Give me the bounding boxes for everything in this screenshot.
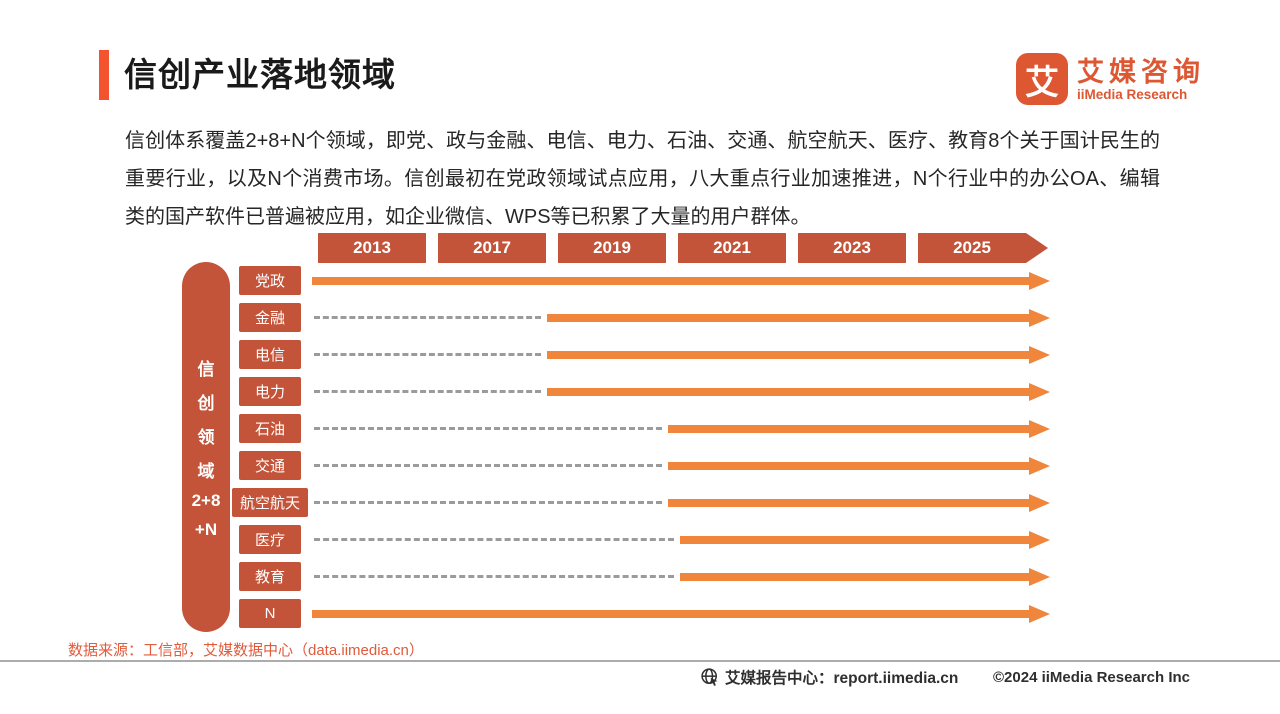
dashed-segment xyxy=(314,500,662,504)
dashed-segment xyxy=(314,389,542,393)
footer-divider xyxy=(0,660,1280,662)
arrow-bar xyxy=(312,609,1030,618)
row-label-航空航天: 航空航天 xyxy=(231,488,308,517)
timeline-row-电力 xyxy=(312,373,1050,410)
arrow-bar xyxy=(667,498,1030,507)
arrow-bar xyxy=(547,387,1030,396)
dashed-segment xyxy=(314,352,542,356)
timeline-row-教育 xyxy=(312,558,1050,595)
arrow-head xyxy=(1029,308,1050,327)
label-cell: 教育 xyxy=(228,558,312,595)
arrow-bar xyxy=(680,572,1030,581)
arrow-head xyxy=(1029,382,1050,401)
label-cell: N xyxy=(228,595,312,632)
group-label-line: 2+8 xyxy=(191,490,221,510)
logo-name-cn: 艾媒咨询 xyxy=(1077,56,1205,87)
dashed-segment xyxy=(314,463,662,467)
footer: 艾媒报告中心：report.iimedia.cn ©2024 iiMedia R… xyxy=(0,666,1280,692)
row-label-column: 党政金融电信电力石油交通航空航天医疗教育 N xyxy=(228,262,312,632)
arrow-head xyxy=(1029,567,1050,586)
logo-name-en: iiMedia Research xyxy=(1077,86,1188,102)
arrow-bar xyxy=(547,313,1030,322)
page-title: 信创产业落地领域 xyxy=(124,56,396,93)
year-tick-2017: 2017 xyxy=(438,233,546,263)
arrow-bar xyxy=(547,350,1030,359)
arrow-head xyxy=(1029,271,1050,290)
year-axis: 2013 2017 2019 2021 2023 2025 xyxy=(318,233,1048,263)
label-cell: 交通 xyxy=(228,447,312,484)
arrow-bar xyxy=(680,535,1030,544)
arrow-bar xyxy=(667,424,1030,433)
row-label-N: N xyxy=(239,599,301,628)
arrow-bar xyxy=(667,461,1030,470)
year-tick-2013: 2013 xyxy=(318,233,426,263)
label-cell: 党政 xyxy=(228,262,312,299)
copyright-text: ©2024 iiMedia Research Inc xyxy=(993,669,1190,686)
label-cell: 金融 xyxy=(228,299,312,336)
timeline-row-金融 xyxy=(312,299,1050,336)
year-tick-2019: 2019 xyxy=(558,233,666,263)
timeline-row-交通 xyxy=(312,447,1050,484)
dashed-segment xyxy=(314,537,675,541)
row-label-金融: 金融 xyxy=(239,303,301,332)
label-cell: 航空航天 xyxy=(228,484,312,521)
arrow-head xyxy=(1029,493,1050,512)
timeline-row-医疗 xyxy=(312,521,1050,558)
iimedia-logo: 艾 艾媒咨询 iiMedia Research xyxy=(1016,53,1205,105)
group-label-line: 领 xyxy=(197,427,215,447)
group-label-line: +N xyxy=(194,519,218,539)
label-cell: 石油 xyxy=(228,410,312,447)
group-label-line: 创 xyxy=(197,393,215,413)
label-cell: 电力 xyxy=(228,373,312,410)
label-cell: 医疗 xyxy=(228,521,312,558)
timeline-row-石油 xyxy=(312,410,1050,447)
iimedia-logo-icon: 艾 xyxy=(1016,53,1068,105)
year-tick-2025: 2025 xyxy=(918,233,1048,263)
timeline-plot-area xyxy=(312,262,1050,632)
group-label-line: 域 xyxy=(197,461,215,481)
timeline-row-N xyxy=(312,595,1050,632)
arrow-head xyxy=(1029,345,1050,364)
arrow-head xyxy=(1029,604,1050,623)
group-label-line: 信 xyxy=(197,359,215,379)
report-center-text: 艾媒报告中心：report.iimedia.cn xyxy=(725,670,959,687)
arrow-head xyxy=(1029,419,1050,438)
intro-paragraph: 信创体系覆盖2+8+N个领域，即党、政与金融、电信、电力、石油、交通、航空航天、… xyxy=(125,130,1160,228)
row-label-医疗: 医疗 xyxy=(239,525,301,554)
data-source-note: 数据来源：工信部，艾媒数据中心（data.iimedia.cn） xyxy=(68,642,424,659)
dashed-segment xyxy=(314,315,542,319)
timeline-row-电信 xyxy=(312,336,1050,373)
arrow-bar xyxy=(312,276,1030,285)
timeline-row-航空航天 xyxy=(312,484,1050,521)
timeline-row-党政 xyxy=(312,262,1050,299)
dashed-segment xyxy=(314,574,675,578)
label-cell: 电信 xyxy=(228,336,312,373)
report-center-link: 艾媒报告中心：report.iimedia.cn xyxy=(700,666,958,688)
arrow-head xyxy=(1029,530,1050,549)
row-label-交通: 交通 xyxy=(239,451,301,480)
title-accent-bar xyxy=(99,50,109,100)
arrow-head xyxy=(1029,456,1050,475)
year-tick-2023: 2023 xyxy=(798,233,906,263)
chart-group-label: 信创领域 2+8 +N xyxy=(182,262,230,632)
dashed-segment xyxy=(314,426,662,430)
row-label-电信: 电信 xyxy=(239,340,301,369)
row-label-电力: 电力 xyxy=(239,377,301,406)
logo-text: 艾媒咨询 iiMedia Research xyxy=(1077,57,1205,102)
year-tick-2021: 2021 xyxy=(678,233,786,263)
globe-cursor-icon xyxy=(701,668,718,686)
row-label-教育: 教育 xyxy=(239,562,301,591)
row-label-石油: 石油 xyxy=(239,414,301,443)
row-label-党政: 党政 xyxy=(239,266,301,295)
